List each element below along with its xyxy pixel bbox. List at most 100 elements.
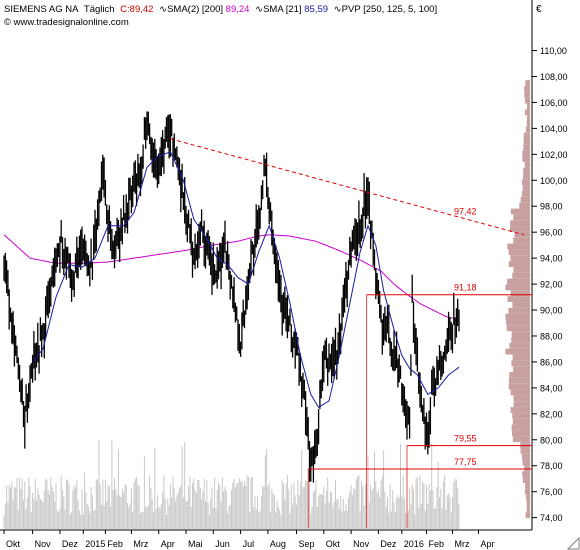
profile-bar [520, 442, 530, 448]
close-label-text: C: [120, 4, 130, 15]
profile-bar [513, 401, 530, 408]
profile-bar [507, 278, 530, 285]
x-tick-label: 2016 [404, 539, 424, 549]
x-tick-label: Mrz [455, 539, 470, 549]
profile-bar [522, 185, 530, 192]
profile-bar [524, 161, 530, 168]
profile-bar [522, 477, 530, 483]
profile-bar [511, 331, 530, 338]
profile-bar [513, 266, 530, 273]
profile-bar [511, 430, 530, 437]
x-tick-label: Feb [107, 539, 123, 549]
profile-bar [507, 296, 530, 302]
profile-bar [526, 500, 530, 507]
x-tick-label: Mrz [133, 539, 148, 549]
y-tick-label: 106,00 [540, 98, 568, 108]
sma200-wave-icon: ∿ [159, 4, 168, 15]
profile-bar [506, 319, 530, 326]
x-tick-label: Mai [188, 539, 203, 549]
profile-bar [523, 138, 530, 145]
x-tick-label: Okt [326, 539, 341, 549]
x-tick-label: Sep [299, 539, 315, 549]
level-label: 79,55 [454, 434, 477, 444]
pvp-label: PVP [250, 125, 5, 100] [341, 4, 438, 15]
symbol-title: SIEMENS AG NA [4, 4, 79, 15]
profile-bar [519, 202, 530, 209]
period-label: Täglich [83, 4, 115, 15]
volume-profile [505, 80, 530, 519]
copyright-text: © www.tradesignalonline.com [4, 17, 129, 28]
profile-bar [511, 424, 530, 431]
x-tick-label: Nov [353, 539, 370, 549]
sma21-line-group [32, 151, 460, 408]
profile-bar [525, 482, 530, 489]
y-axis: 74,00 76,00 78,00 80,00 82,00 84,00 86,00 88,00… [532, 46, 568, 523]
pvp-legend: ∿PVP [250, 125, 5, 100] [334, 4, 437, 15]
profile-bar [521, 453, 530, 460]
profile-bar [512, 418, 530, 425]
price-bars [3, 111, 460, 483]
x-tick-label: Apr [481, 539, 495, 549]
profile-bar [522, 459, 530, 466]
profile-bar [508, 261, 530, 267]
profile-bar [510, 226, 530, 232]
trendline-label: 97,42 [454, 207, 477, 217]
profile-bar [509, 342, 530, 349]
profile-bar [505, 313, 530, 320]
profile-bar [522, 150, 530, 157]
profile-bar [523, 173, 530, 180]
x-tick-label: Nov [35, 539, 52, 549]
x-tick-label: Dez [380, 539, 397, 549]
profile-bar [520, 196, 530, 203]
profile-bar [526, 120, 530, 127]
y-tick-label: 96,00 [540, 228, 563, 238]
sma21-label: SMA [21] [263, 4, 302, 15]
x-tick-label: Apr [161, 539, 175, 549]
chart-header: SIEMENS AG NA Täglich C:89,42 ∿SMA(2) [2… [4, 4, 440, 15]
profile-bar [512, 412, 530, 419]
profile-bar [512, 272, 530, 279]
level-label: 77,75 [454, 457, 477, 467]
profile-bar [524, 91, 530, 98]
profile-bar [512, 436, 530, 443]
level-label: 91,18 [454, 283, 477, 293]
profile-bar [526, 115, 530, 121]
profile-bar [510, 407, 530, 413]
profile-bar [508, 249, 530, 256]
trendline[interactable] [170, 138, 525, 236]
profile-bar [508, 377, 530, 384]
x-tick-label: Okt [6, 539, 21, 549]
sma200-value: 89,24 [225, 4, 250, 15]
profile-bar [523, 132, 530, 139]
profile-bar [526, 494, 530, 501]
y-tick-label: 88,00 [540, 331, 563, 341]
profile-bar [523, 167, 530, 174]
sma21-wave-icon: ∿ [255, 4, 264, 15]
profile-bar [524, 488, 530, 495]
volume-bars [3, 440, 460, 529]
profile-bar [511, 337, 530, 343]
profile-bar [510, 208, 530, 215]
profile-bar [505, 284, 530, 291]
y-tick-label: 92,00 [540, 280, 563, 290]
profile-bar [513, 214, 530, 221]
y-tick-label: 74,00 [540, 513, 563, 523]
sma200-label: SMA(2) [200] [167, 4, 224, 15]
profile-bar [524, 465, 530, 472]
sma21-legend: ∿SMA [21] 85,59 [255, 4, 331, 15]
profile-bar [524, 109, 530, 116]
profile-bar [510, 290, 530, 297]
profile-bar [510, 255, 530, 262]
close-value: 89,42 [129, 4, 154, 15]
y-tick-label: 102,00 [540, 150, 568, 160]
resize-grip-icon[interactable] [566, 536, 580, 550]
y-tick-label: 110,00 [540, 46, 567, 56]
profile-bar [508, 383, 530, 390]
profile-bar [520, 447, 530, 454]
y-tick-label: 86,00 [540, 357, 563, 367]
support-resistance-levels: 91,18 79,55 77,75 97,42 [170, 138, 532, 528]
profile-bar [523, 144, 530, 151]
y-tick-label: 90,00 [540, 306, 563, 316]
x-tick-label: Aug [270, 539, 286, 549]
